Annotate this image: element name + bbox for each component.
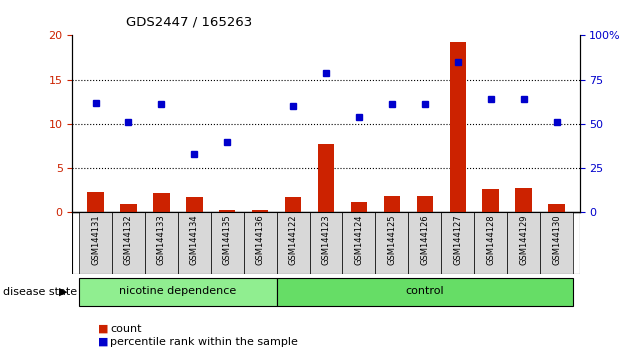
FancyBboxPatch shape <box>277 278 573 306</box>
Bar <box>153 193 169 212</box>
Text: GSM144132: GSM144132 <box>124 214 133 265</box>
Bar <box>548 204 564 212</box>
FancyBboxPatch shape <box>79 212 112 274</box>
FancyBboxPatch shape <box>474 212 507 274</box>
FancyBboxPatch shape <box>441 212 474 274</box>
Text: GSM144125: GSM144125 <box>387 214 396 265</box>
FancyBboxPatch shape <box>540 212 573 274</box>
FancyBboxPatch shape <box>309 212 343 274</box>
Text: GSM144124: GSM144124 <box>355 214 364 265</box>
Bar <box>416 196 433 212</box>
Bar <box>186 198 202 212</box>
Bar <box>285 198 301 212</box>
Text: GSM144134: GSM144134 <box>190 214 199 265</box>
FancyBboxPatch shape <box>178 212 211 274</box>
Bar <box>318 144 335 212</box>
FancyBboxPatch shape <box>277 212 309 274</box>
Text: GSM144129: GSM144129 <box>519 214 528 265</box>
Bar <box>483 188 499 212</box>
Text: control: control <box>406 286 444 296</box>
Text: nicotine dependence: nicotine dependence <box>119 286 236 296</box>
FancyBboxPatch shape <box>343 212 375 274</box>
FancyBboxPatch shape <box>507 212 540 274</box>
Text: GSM144123: GSM144123 <box>321 214 331 265</box>
Text: disease state: disease state <box>3 287 77 297</box>
Bar <box>450 41 466 212</box>
FancyBboxPatch shape <box>211 212 244 274</box>
Bar <box>515 188 532 212</box>
Text: count: count <box>110 324 142 333</box>
Text: GSM144136: GSM144136 <box>256 214 265 265</box>
FancyBboxPatch shape <box>244 212 277 274</box>
Text: GSM144131: GSM144131 <box>91 214 100 265</box>
Bar <box>219 210 236 212</box>
FancyBboxPatch shape <box>375 212 408 274</box>
Bar <box>120 204 137 212</box>
FancyBboxPatch shape <box>408 212 441 274</box>
Text: ■: ■ <box>98 337 108 347</box>
Text: GDS2447 / 165263: GDS2447 / 165263 <box>126 16 252 29</box>
Text: GSM144130: GSM144130 <box>552 214 561 265</box>
Bar <box>88 192 104 212</box>
Text: GSM144133: GSM144133 <box>157 214 166 265</box>
Text: GSM144127: GSM144127 <box>453 214 462 265</box>
FancyBboxPatch shape <box>145 212 178 274</box>
Text: ▶: ▶ <box>59 287 67 297</box>
Text: percentile rank within the sample: percentile rank within the sample <box>110 337 298 347</box>
FancyBboxPatch shape <box>79 278 277 306</box>
Text: GSM144126: GSM144126 <box>420 214 429 265</box>
Text: GSM144122: GSM144122 <box>289 214 297 265</box>
Text: GSM144128: GSM144128 <box>486 214 495 265</box>
Text: GSM144135: GSM144135 <box>223 214 232 265</box>
Text: ■: ■ <box>98 324 108 333</box>
FancyBboxPatch shape <box>112 212 145 274</box>
Bar <box>252 210 268 212</box>
Bar <box>384 196 400 212</box>
Bar <box>351 202 367 212</box>
